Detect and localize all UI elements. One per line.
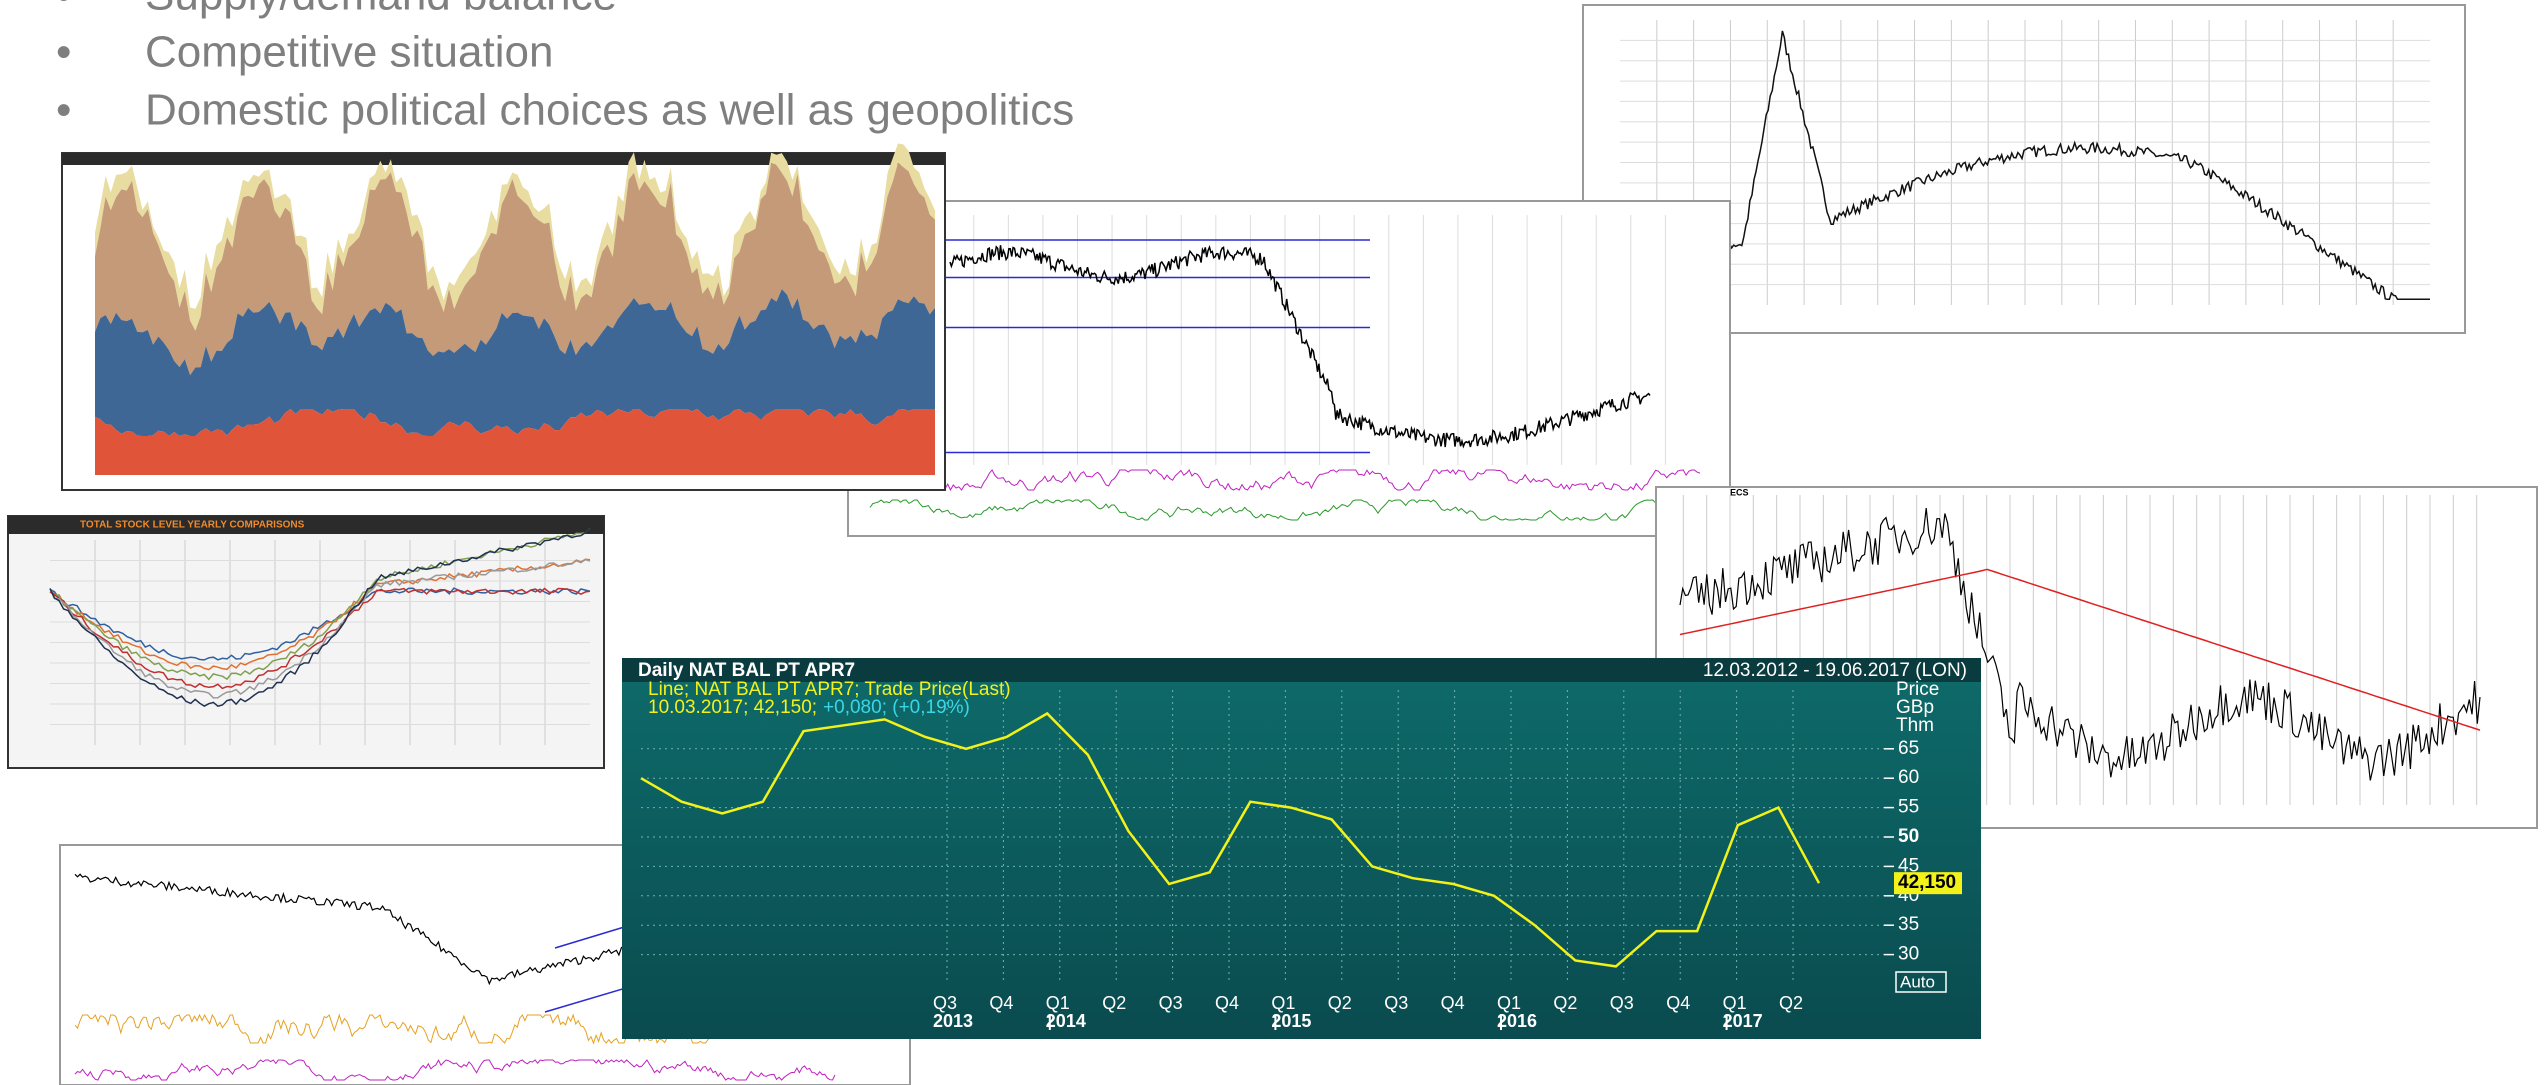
y-tick-label: 65 [1898,738,1919,759]
unit-label: Thm [1896,715,1934,736]
x-tick-label: Q2 [1328,993,1352,1013]
bullet-dot: • [56,0,71,20]
price-line [640,711,1821,968]
bullet-dot: • [56,28,71,77]
last-change: +0,080; (+0,19%) [823,697,970,718]
y-tick-label: 50 [1898,826,1919,847]
x-tick-label: Q4 [1666,993,1690,1013]
thumb-line [49,587,591,690]
x-tick-label: Q2 [1779,993,1803,1013]
thumbnails: TOTAL STOCK LEVEL YEARLY COMPARISONS ECS [7,4,2538,1085]
thumb-line [74,1059,836,1081]
x-year-label: 2017 [1723,1011,1763,1031]
thumb-line [869,499,1701,521]
y-tick-label: 60 [1898,767,1919,788]
auto-label: Auto [1900,972,1935,991]
unit-label: GBp [1896,697,1934,718]
thumb-line [1619,30,2430,301]
x-tick-label: Q2 [1102,993,1126,1013]
y-tick-label: 55 [1898,797,1919,818]
x-year-label: 2015 [1271,1011,1311,1031]
bullet-dot: • [56,86,71,135]
bullets: • Supply/demand balance • Competitive si… [56,0,1074,135]
thumb-title: TOTAL STOCK LEVEL YEARLY COMPARISONS [80,520,305,531]
x-year-label: 2014 [1046,1011,1086,1031]
thumb-area [95,409,935,475]
last-point: 10.03.2017; 42,150; [648,697,817,718]
thumb-line [49,528,591,681]
thumb-line [949,244,1651,449]
thumb-line [869,469,1701,491]
thumb-header [8,516,604,534]
bullet: Domestic political choices as well as ge… [145,86,1074,135]
thumb-line [74,1013,836,1045]
chart-title: Daily NAT BAL PT APR7 [638,660,855,681]
x-tick-label: Q4 [1215,993,1239,1013]
bullet: Supply/demand balance [145,0,617,20]
chart-bg [622,658,1981,1039]
thumb-line [49,558,591,671]
x-tick-label: Q1 [1497,993,1521,1013]
thumb-area [95,143,935,331]
thumb-line [49,528,591,708]
legend-line: Line; NAT BAL PT APR7; Trade Price(Last) [648,679,1011,700]
x-tick-label: Q4 [989,993,1013,1013]
x-tick-label: Q3 [1610,993,1634,1013]
thumb-area [95,289,935,436]
title-bar [622,658,1981,682]
thumbnail-frame [847,200,1731,537]
date-range: 12.03.2012 - 19.06.2017 (LON) [1703,660,1967,681]
y-tick-label: 30 [1898,944,1919,965]
x-tick-label: Q3 [1384,993,1408,1013]
main-chart: Daily NAT BAL PT APR7 12.03.2012 - 19.06.… [622,658,1981,1039]
last-value-label: 42,150 [1898,872,1956,893]
x-tick-label: Q2 [1553,993,1577,1013]
x-tick-label: Q1 [1046,993,1070,1013]
thumb-header [62,153,945,165]
y-tick-label: 45 [1898,855,1919,876]
y-tick-label: 35 [1898,914,1919,935]
x-tick-label: Q3 [1159,993,1183,1013]
thumb-line [49,558,591,699]
thumb-area [95,162,935,376]
x-year-label: 2013 [933,1011,973,1031]
bullet: Competitive situation [145,28,553,77]
thumb-line [1679,568,2481,731]
auto-box [1895,971,1947,993]
unit-label: Price [1896,679,1939,700]
last-value-box [1894,872,1962,895]
x-tick-label: Q1 [1271,993,1295,1013]
thumb-title: ECS [1730,487,1749,497]
x-year-label: 2016 [1497,1011,1537,1031]
x-tick-label: Q3 [933,993,957,1013]
x-tick-label: Q4 [1441,993,1465,1013]
x-tick-label: Q1 [1723,993,1747,1013]
thumb-line [1679,508,2481,781]
